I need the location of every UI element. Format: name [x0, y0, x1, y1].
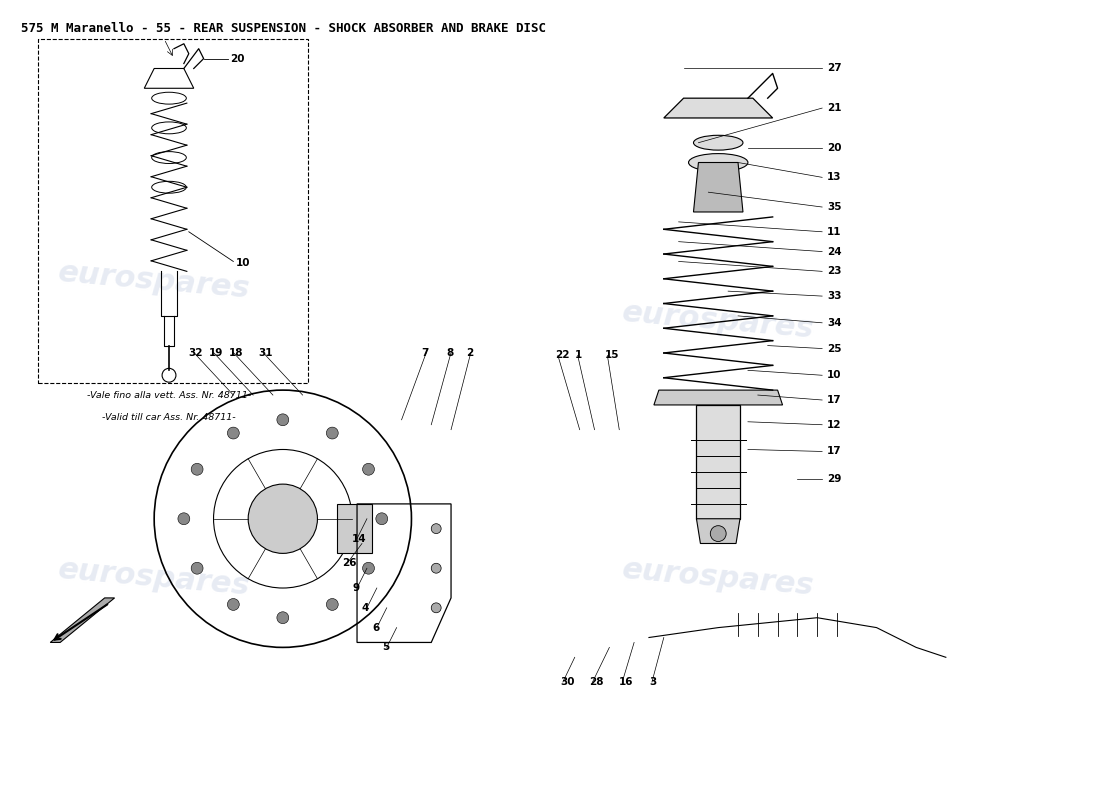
Circle shape	[277, 414, 289, 426]
Text: 34: 34	[827, 318, 842, 328]
Circle shape	[376, 513, 387, 525]
Polygon shape	[696, 405, 740, 518]
Text: 26: 26	[342, 558, 356, 568]
Polygon shape	[663, 98, 772, 118]
Circle shape	[431, 524, 441, 534]
Text: 31: 31	[258, 347, 273, 358]
Circle shape	[249, 484, 318, 554]
Text: eurospares: eurospares	[621, 555, 815, 601]
Text: 17: 17	[827, 446, 842, 457]
Text: 2: 2	[466, 347, 473, 358]
Text: 15: 15	[604, 350, 619, 361]
Text: 22: 22	[554, 350, 570, 361]
Text: 21: 21	[827, 103, 842, 113]
Text: 20: 20	[230, 54, 245, 63]
Text: 19: 19	[209, 347, 223, 358]
Circle shape	[711, 526, 726, 542]
Text: 24: 24	[827, 246, 842, 257]
Text: 27: 27	[827, 63, 842, 74]
Circle shape	[191, 463, 204, 475]
Text: 25: 25	[827, 343, 842, 354]
Text: eurospares: eurospares	[57, 258, 252, 304]
Circle shape	[431, 603, 441, 613]
Circle shape	[228, 427, 240, 439]
Circle shape	[277, 612, 289, 624]
Polygon shape	[696, 518, 740, 543]
Text: 7: 7	[421, 347, 429, 358]
Text: 17: 17	[827, 395, 842, 405]
Text: eurospares: eurospares	[621, 298, 815, 344]
Text: 10: 10	[827, 370, 842, 380]
Circle shape	[363, 463, 374, 475]
Text: 32: 32	[189, 347, 204, 358]
Text: 8: 8	[447, 347, 453, 358]
Text: 5: 5	[382, 642, 389, 652]
Circle shape	[327, 598, 338, 610]
Text: 29: 29	[827, 474, 842, 484]
Text: 1: 1	[574, 350, 582, 361]
Text: 14: 14	[352, 534, 366, 543]
Ellipse shape	[689, 154, 748, 171]
Text: 575 M Maranello - 55 - REAR SUSPENSION - SHOCK ABSORBER AND BRAKE DISC: 575 M Maranello - 55 - REAR SUSPENSION -…	[21, 22, 546, 35]
Text: 3: 3	[649, 677, 657, 687]
Circle shape	[191, 562, 204, 574]
Text: 30: 30	[560, 677, 574, 687]
Polygon shape	[693, 162, 742, 212]
Text: 23: 23	[827, 266, 842, 276]
Circle shape	[327, 427, 338, 439]
Text: 28: 28	[590, 677, 604, 687]
Polygon shape	[51, 598, 114, 642]
Text: -Vale fino alla vett. Ass. Nr. 48711-: -Vale fino alla vett. Ass. Nr. 48711-	[87, 390, 251, 399]
Circle shape	[363, 562, 374, 574]
Text: 18: 18	[229, 347, 243, 358]
Text: 33: 33	[827, 291, 842, 301]
Text: 11: 11	[827, 226, 842, 237]
Circle shape	[178, 513, 190, 525]
Circle shape	[431, 563, 441, 573]
Text: 6: 6	[372, 622, 379, 633]
Text: eurospares: eurospares	[57, 555, 252, 601]
Text: 9: 9	[352, 583, 360, 593]
Text: -Valid till car Ass. Nr. 48711-: -Valid till car Ass. Nr. 48711-	[102, 414, 235, 422]
Text: 12: 12	[827, 420, 842, 430]
Ellipse shape	[693, 135, 742, 150]
Text: 13: 13	[827, 172, 842, 182]
Text: 10: 10	[235, 258, 250, 269]
Circle shape	[228, 598, 240, 610]
Polygon shape	[653, 390, 782, 405]
Text: 16: 16	[619, 677, 634, 687]
Text: 4: 4	[362, 603, 370, 613]
Text: 20: 20	[827, 142, 842, 153]
Text: 35: 35	[827, 202, 842, 212]
Polygon shape	[338, 504, 372, 554]
